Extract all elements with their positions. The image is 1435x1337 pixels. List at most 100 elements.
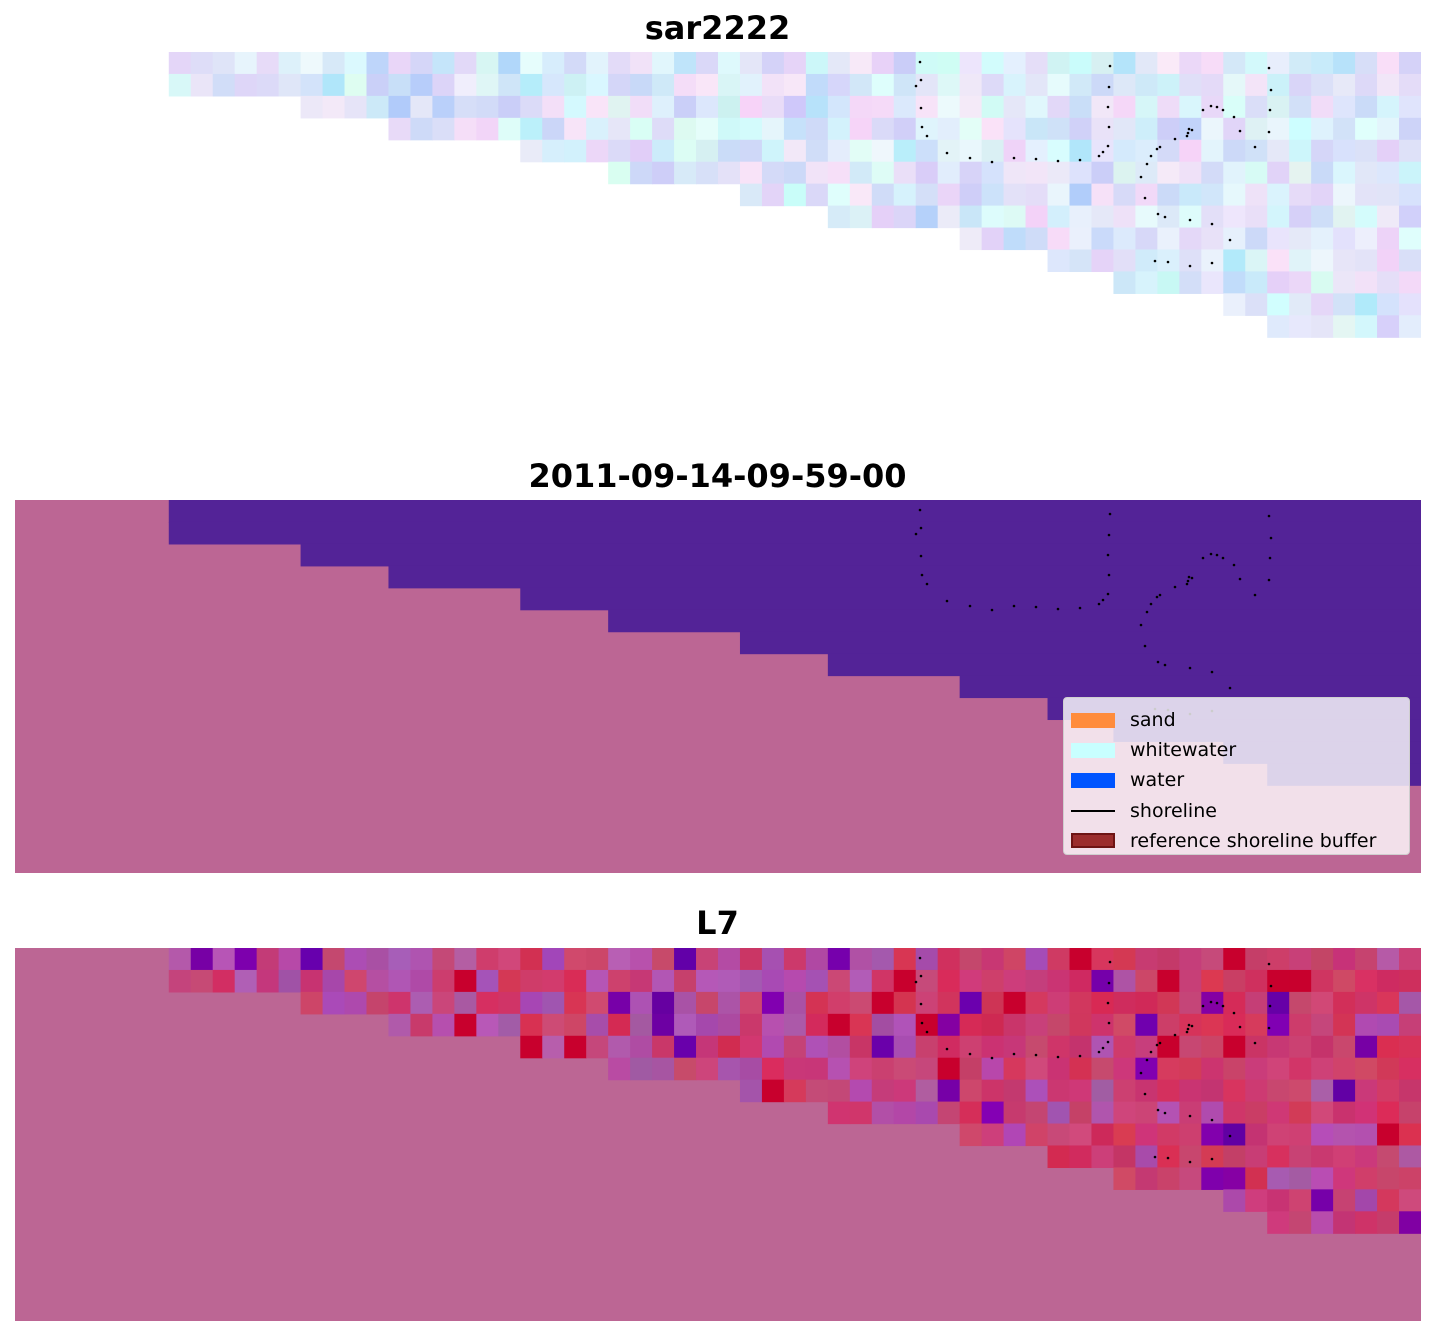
reference-buffer-swatch [1071, 833, 1115, 849]
shoreline-point [1209, 104, 1213, 108]
l7-pixel [630, 948, 653, 971]
sar-pixel [1245, 271, 1268, 294]
l7-pixel [608, 1013, 631, 1037]
l7-index-panel [15, 948, 1421, 1321]
l7-pixel [1201, 969, 1224, 993]
l7-pixel [1047, 1035, 1071, 1059]
sar-pixel [1377, 73, 1400, 97]
shoreline-point [1232, 563, 1236, 567]
sar-pixel [1157, 249, 1180, 273]
sar-pixel [454, 95, 477, 119]
l7-pixel [1179, 1145, 1202, 1169]
sar-pixel [1245, 95, 1268, 119]
l7-pixel [1311, 991, 1334, 1015]
sar-pixel [871, 139, 895, 163]
l7-pixel [1267, 1167, 1290, 1190]
sar-pixel [1377, 52, 1400, 75]
l7-pixel [696, 1013, 719, 1037]
sar-pixel [1223, 205, 1246, 229]
l7-pixel [696, 991, 719, 1015]
sar-pixel [410, 52, 434, 75]
sar-pixel [1223, 161, 1246, 185]
l7-pixel [432, 969, 455, 993]
sar-pixel [674, 139, 697, 163]
l7-pixel [1113, 948, 1137, 971]
sar-pixel [608, 73, 631, 97]
l7-pixel [915, 991, 939, 1015]
sar-pixel [981, 161, 1005, 185]
shoreline-point [920, 573, 924, 577]
sar-pixel [1157, 227, 1180, 251]
shoreline-point [1145, 162, 1149, 166]
sar-pixel [1091, 249, 1115, 273]
water-class-region [608, 609, 1421, 633]
sar-pixel [1157, 95, 1180, 119]
shoreline-point [1097, 602, 1101, 606]
sar-pixel [608, 161, 631, 185]
shoreline-point [945, 151, 949, 155]
sar-pixel [1069, 249, 1093, 273]
l7-pixel [761, 1079, 785, 1103]
sar-pixel [893, 139, 917, 163]
sar-pixel [1179, 52, 1202, 75]
l7-pixel [1223, 991, 1246, 1015]
l7-pixel [608, 948, 631, 971]
l7-pixel [652, 969, 675, 993]
shoreline-point [1106, 105, 1110, 109]
l7-pixel [1091, 1101, 1115, 1125]
l7-pixel [1333, 1101, 1356, 1125]
l7-pixel [783, 1057, 807, 1081]
sar-pixel [1355, 205, 1378, 229]
sar-pixel [1333, 183, 1356, 207]
l7-pixel [1245, 1057, 1268, 1081]
sar-pixel [1399, 52, 1421, 75]
l7-pixel [1355, 948, 1378, 971]
l7-pixel [937, 948, 961, 971]
sar-pixel [696, 95, 719, 119]
l7-pixel [1267, 1035, 1290, 1059]
sar-pixel [388, 117, 412, 141]
l7-pixel [827, 1101, 851, 1125]
shoreline-point [1187, 575, 1191, 579]
l7-pixel [937, 1079, 961, 1103]
l7-pixel [981, 1079, 1005, 1103]
sar-pixel [1025, 117, 1049, 141]
sar-pixel [1267, 95, 1290, 119]
sar-pixel [410, 95, 434, 119]
l7-pixel [1333, 1123, 1356, 1147]
l7-pixel [652, 948, 675, 971]
shoreline-point [1012, 604, 1016, 608]
shoreline-point [1034, 157, 1038, 161]
sar-pixel [1267, 117, 1290, 141]
l7-pixel [432, 948, 455, 971]
sar-pixel [1113, 95, 1137, 119]
sar-pixel [827, 139, 851, 163]
l7-pixel [432, 1013, 455, 1037]
sar-pixel [1223, 249, 1246, 273]
l7-pixel [1289, 991, 1312, 1015]
l7-pixel [1333, 1013, 1356, 1037]
sar-pixel [827, 95, 851, 119]
l7-pixel [1091, 1079, 1115, 1103]
l7-pixel [1223, 1079, 1246, 1103]
shoreline-point [1209, 552, 1213, 556]
sar-pixel [893, 205, 917, 229]
sar-pixel [278, 73, 302, 97]
l7-pixel [300, 969, 324, 993]
sar-pixel [366, 73, 390, 97]
sar-pixel [1377, 271, 1400, 294]
l7-pixel [1091, 1123, 1115, 1147]
sar-pixel [1091, 73, 1115, 97]
shoreline-point [990, 1056, 994, 1060]
l7-pixel [1289, 1145, 1312, 1169]
l7-pixel [937, 1101, 961, 1125]
sar-pixel [783, 52, 807, 75]
sar-pixel [608, 52, 631, 75]
sar-pixel [718, 139, 741, 163]
l7-pixel [805, 1013, 829, 1037]
l7-pixel [652, 1057, 675, 1081]
sar-pixel [1333, 271, 1356, 294]
shoreline-point [1269, 536, 1273, 540]
l7-pixel [1311, 1211, 1334, 1234]
sar-pixel [1113, 139, 1137, 163]
